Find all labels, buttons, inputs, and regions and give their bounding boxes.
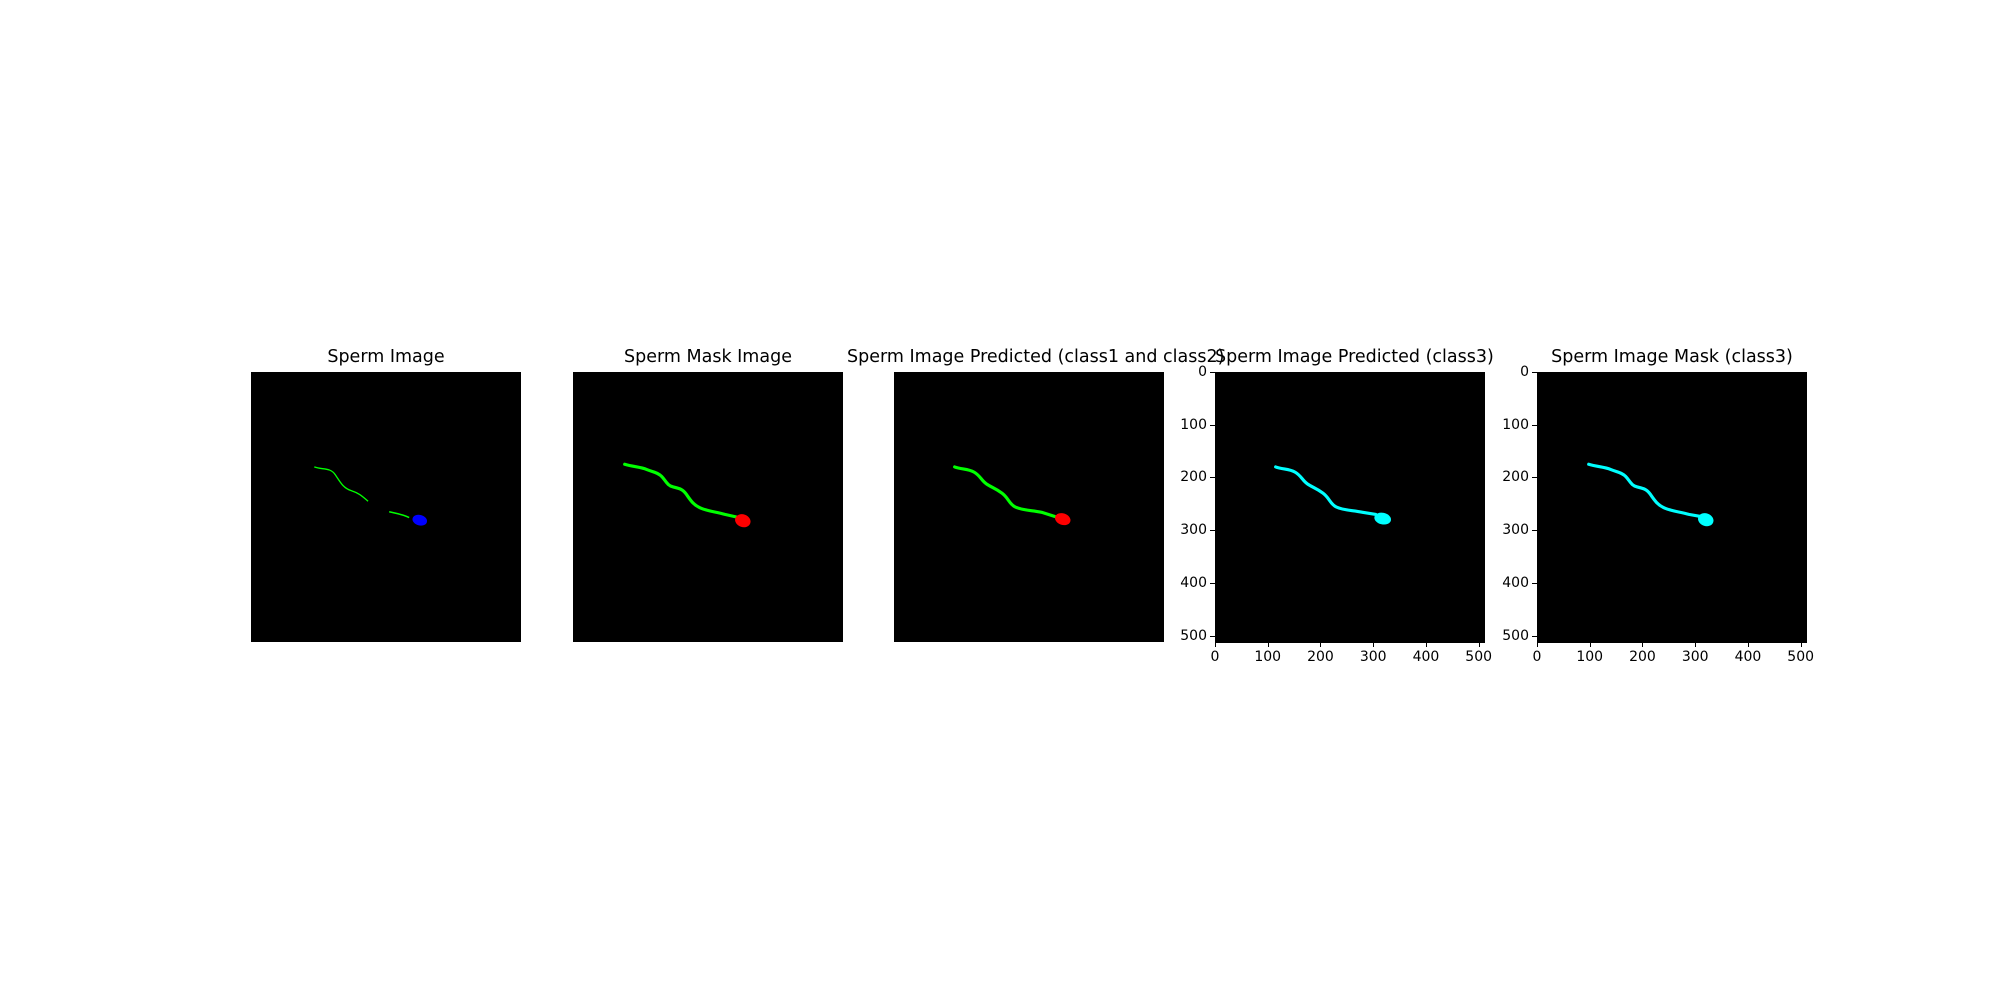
predicted-class1-class2-panel (894, 372, 1164, 642)
x-tick-mask-class3 (1642, 642, 1644, 647)
head-predicted (1055, 513, 1071, 526)
x-tick-predicted-class3 (1478, 642, 1480, 647)
y-tick-predicted-class3 (1210, 582, 1215, 584)
x-tick-label-mask-class3: 300 (1681, 649, 1709, 665)
x-tick-mask-class3 (1800, 642, 1802, 647)
panel-title-predicted-class1-class2: Sperm Image Predicted (class1 and class2… (847, 347, 1225, 367)
x-tick-predicted-class3 (1373, 642, 1375, 647)
head-class3-mask (1698, 513, 1714, 527)
x-tick-label-mask-class3: 200 (1629, 649, 1656, 665)
sperm-image-panel (251, 372, 521, 642)
y-tick-label-predicted-class3: 300 (1180, 522, 1207, 539)
y-tick-predicted-class3 (1210, 372, 1215, 373)
x-tick-mask-class3 (1695, 642, 1697, 647)
x-tick-predicted-class3 (1320, 642, 1322, 647)
x-tick-predicted-class3 (1425, 642, 1427, 647)
y-tick-label-predicted-class3: 0 (1198, 364, 1207, 380)
x-axis-mask-class3 (1537, 642, 1807, 643)
x-tick-label-predicted-class3: 0 (1210, 649, 1220, 665)
y-tick-predicted-class3 (1210, 635, 1215, 637)
x-tick-label-predicted-class3: 400 (1412, 649, 1440, 665)
panel-title-sperm-image: Sperm Image (327, 347, 445, 367)
y-axis-predicted-class3 (1215, 372, 1216, 642)
sperm-mask-image-panel (573, 372, 843, 642)
x-tick-label-mask-class3: 100 (1576, 649, 1604, 665)
tail-class3-mask (1587, 462, 1703, 519)
y-tick-label-mask-class3: 300 (1502, 522, 1529, 539)
panel-title-predicted-class3: Sperm Image Predicted (class3) (1215, 347, 1494, 367)
y-tick-label-predicted-class3: 400 (1180, 574, 1207, 591)
x-tick-label-mask-class3: 500 (1787, 649, 1815, 665)
x-tick-mask-class3 (1537, 642, 1538, 647)
mask-class3-svg (1587, 462, 1714, 527)
sperm-head (412, 514, 428, 526)
predicted-class3-panel (1215, 372, 1485, 642)
x-tick-predicted-class3 (1215, 642, 1216, 647)
y-tick-label-predicted-class3: 500 (1180, 627, 1207, 644)
y-tick-label-mask-class3: 500 (1502, 627, 1529, 644)
y-tick-label-mask-class3: 400 (1502, 574, 1529, 591)
y-tick-label-mask-class3: 200 (1502, 469, 1529, 486)
y-tick-mask-class3 (1532, 424, 1537, 426)
x-tick-mask-class3 (1589, 642, 1591, 647)
y-tick-predicted-class3 (1210, 530, 1215, 532)
tail-segment-upper (314, 466, 369, 502)
y-tick-label-predicted-class3: 200 (1180, 469, 1207, 486)
x-tick-label-predicted-class3: 200 (1307, 649, 1334, 665)
x-tick-label-predicted-class3: 100 (1254, 649, 1282, 665)
x-tick-label-predicted-class3: 300 (1359, 649, 1387, 665)
panel-title-mask-class3: Sperm Image Mask (class3) (1551, 347, 1793, 367)
y-tick-label-mask-class3: 0 (1520, 364, 1529, 380)
y-tick-predicted-class3 (1210, 477, 1215, 479)
y-tick-mask-class3 (1532, 582, 1537, 584)
predicted-class1-class2-svg (953, 465, 1071, 526)
tail-segment-lower (388, 510, 410, 519)
sperm-image-svg (314, 466, 428, 526)
x-tick-mask-class3 (1747, 642, 1749, 647)
tail-predicted (953, 465, 1057, 519)
y-tick-label-mask-class3: 100 (1502, 416, 1529, 433)
x-tick-label-mask-class3: 400 (1734, 649, 1762, 665)
sperm-mask-svg (623, 462, 751, 528)
y-axis-mask-class3 (1537, 372, 1538, 642)
y-tick-label-predicted-class3: 100 (1180, 416, 1207, 433)
x-tick-label-mask-class3: 0 (1532, 649, 1542, 665)
x-axis-predicted-class3 (1215, 642, 1485, 643)
y-tick-mask-class3 (1532, 477, 1537, 479)
tail-class3-predicted (1274, 465, 1378, 516)
y-tick-predicted-class3 (1210, 424, 1215, 426)
panel-title-sperm-mask-image: Sperm Mask Image (624, 347, 792, 367)
tail-mask (623, 462, 739, 519)
head-mask (735, 514, 751, 528)
x-tick-label-predicted-class3: 500 (1465, 649, 1493, 665)
y-tick-mask-class3 (1532, 530, 1537, 532)
y-tick-mask-class3 (1532, 635, 1537, 637)
mask-class3-panel (1537, 372, 1807, 642)
predicted-class3-svg (1274, 465, 1392, 525)
head-class3-predicted (1374, 512, 1392, 525)
x-tick-predicted-class3 (1267, 642, 1269, 647)
y-tick-mask-class3 (1532, 372, 1537, 373)
